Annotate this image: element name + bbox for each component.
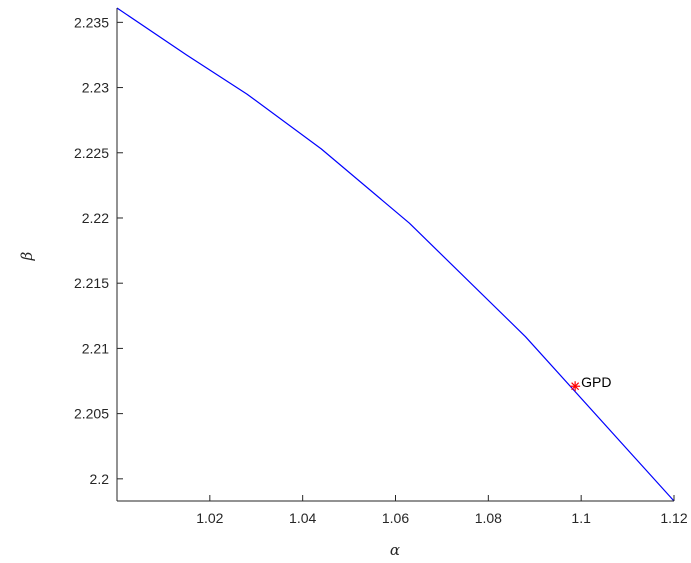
- y-tick-label: 2.22: [82, 210, 109, 226]
- y-tick-label: 2.205: [74, 406, 109, 422]
- gpd-marker: [570, 381, 581, 392]
- x-tick-label: 1.06: [382, 510, 409, 526]
- plot-area: [117, 8, 674, 501]
- x-axis-label: α: [390, 541, 400, 559]
- series-layer: [116, 7, 675, 502]
- y-tick-label: 2.2: [90, 471, 110, 487]
- x-tick-label: 1.04: [289, 510, 316, 526]
- y-tick-label: 2.235: [74, 14, 109, 30]
- series-line-0: [116, 7, 675, 502]
- x-tick-label: 1.08: [475, 510, 502, 526]
- y-tick-label: 2.215: [74, 275, 109, 291]
- x-tick-label: 1.12: [660, 510, 687, 526]
- y-axis: 2.2 2.205 2.21 2.215 2.22 2.225 2.23 2.235: [74, 8, 123, 501]
- y-tick-label: 2.23: [82, 80, 109, 96]
- x-axis: 1.02 1.04 1.06 1.08 1.1 1.12: [117, 495, 688, 526]
- annotation-layer: GPD: [570, 374, 611, 392]
- x-tick-label: 1.1: [571, 510, 591, 526]
- y-tick-label: 2.225: [74, 145, 109, 161]
- y-tick-label: 2.21: [82, 340, 109, 356]
- y-axis-label: β: [18, 251, 36, 261]
- gpd-label: GPD: [581, 374, 611, 390]
- x-tick-label: 1.02: [196, 510, 223, 526]
- gpd-marker-stroke: [571, 382, 580, 391]
